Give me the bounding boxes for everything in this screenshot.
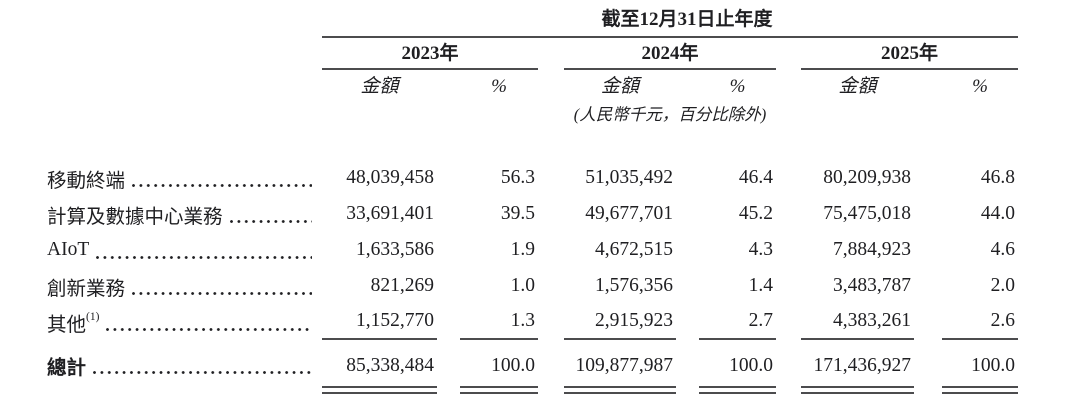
pct-cell: 4.6 [990,239,1015,260]
total-pct-cell: 100.0 [491,354,535,376]
row-label: 創新業務 [47,268,322,304]
amount-cell: 821,269 [370,275,434,296]
total-row-label: 總計 [47,340,322,386]
pct-header-2024: % [729,76,746,97]
amount-cell: 75,475,018 [823,203,911,224]
double-rule [564,386,676,394]
amount-cell: 3,483,787 [833,275,911,296]
dot-leader [96,255,312,259]
pct-cell: 4.3 [748,239,773,260]
pct-cell: 2.0 [990,275,1015,296]
total-pct-cell: 100.0 [971,354,1015,376]
amount-cell: 1,576,356 [595,275,673,296]
dot-leader [132,183,312,187]
dot-leader [106,327,312,331]
amount-cell: 7,884,923 [833,239,911,260]
total-amount-cell: 171,436,927 [813,354,912,376]
pct-header-2023: % [491,76,507,97]
pct-cell: 2.7 [699,304,776,340]
pct-cell: 1.9 [510,239,535,260]
pct-cell: 1.3 [460,304,538,340]
pct-cell: 46.8 [980,167,1015,188]
pct-cell: 45.2 [738,203,773,224]
footnote-marker: (1) [86,311,100,323]
double-rule [942,386,1018,394]
amount-header-2024: 金額 [600,76,639,97]
pct-cell: 1.4 [748,275,773,296]
year-header-2023: 2023年 [322,38,538,70]
dot-leader [132,291,312,295]
amount-cell: 49,677,701 [585,203,673,224]
pct-cell: 46.4 [738,167,773,188]
amount-cell: 2,915,923 [564,304,676,340]
amount-cell: 4,672,515 [595,239,673,260]
amount-cell: 48,039,458 [346,167,434,188]
row-label-text: 其他 [47,314,87,336]
period-header: 截至12月31日止年度 [322,0,1018,38]
amount-header-2023: 金額 [360,76,399,97]
row-label-text: AIoT [47,239,90,260]
total-label-text: 總計 [47,358,87,379]
year-header-2025: 2025年 [801,38,1018,70]
total-amount-cell: 85,338,484 [346,354,434,376]
pct-header-2025: % [972,76,988,97]
segment-revenue-table: 截至12月31日止年度 2023年 2024年 2025年 金額 % 金額 % … [47,0,1018,394]
unit-note: (人民幣千元，百分比除外) [573,105,767,124]
total-pct-cell: 100.0 [729,354,773,376]
amount-cell: 33,691,401 [346,203,434,224]
double-rule [699,386,776,394]
amount-cell: 4,383,261 [801,304,914,340]
row-label: 移動終端 [47,160,322,196]
year-header-2024: 2024年 [564,38,776,70]
row-label: 計算及數據中心業務 [47,196,322,232]
double-rule [460,386,538,394]
row-label: 其他 (1) [47,304,322,340]
amount-header-2025: 金額 [838,76,877,97]
pct-cell: 39.5 [500,203,535,224]
pct-cell: 2.6 [942,304,1018,340]
pct-cell: 44.0 [980,203,1015,224]
amount-cell: 51,035,492 [585,167,673,188]
amount-cell: 1,152,770 [322,304,437,340]
dot-leader [93,371,312,374]
row-label-text: 移動終端 [47,170,126,192]
row-label: AIoT [47,232,322,268]
row-label-text: 計算及數據中心業務 [47,206,223,228]
amount-cell: 80,209,938 [823,167,911,188]
total-amount-cell: 109,877,987 [575,354,674,376]
double-rule [801,386,914,394]
row-label-text: 創新業務 [47,278,126,300]
dot-leader [229,219,312,223]
double-rule [322,386,437,394]
pct-cell: 1.0 [510,275,535,296]
amount-cell: 1,633,586 [356,239,434,260]
pct-cell: 56.3 [500,167,535,188]
